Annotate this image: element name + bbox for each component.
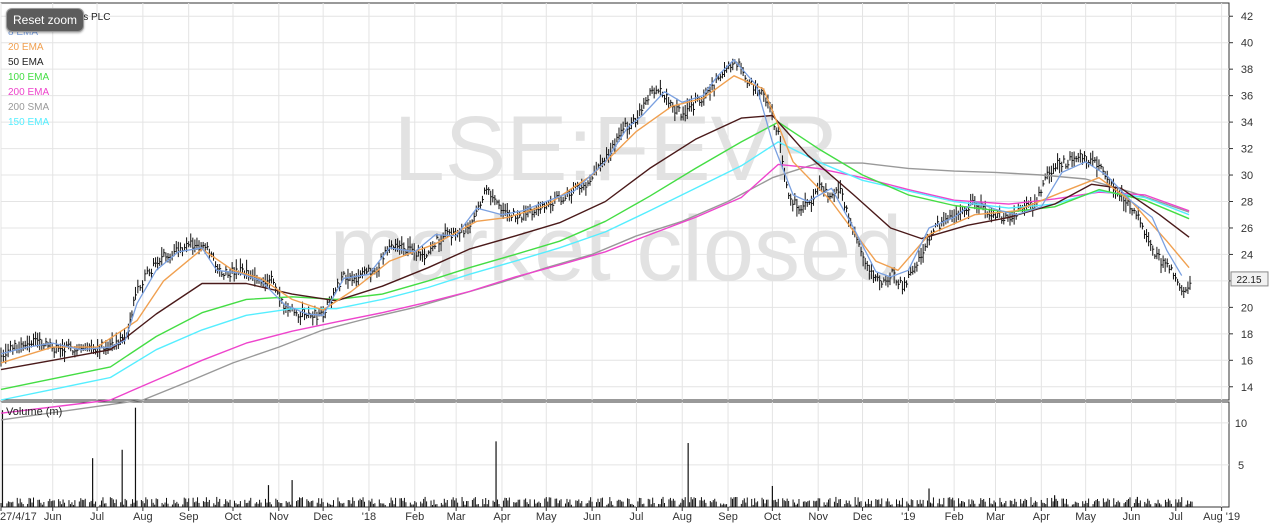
time-tick-label: Apr [493, 511, 510, 523]
price-bars [0, 58, 1192, 367]
price-tick-label: 42 [1241, 11, 1253, 23]
time-tick-label: Apr [1033, 511, 1050, 523]
price-tick-label: 18 [1241, 329, 1253, 341]
price-tick-label: 30 [1241, 170, 1253, 182]
time-tick-label: Dec [313, 511, 333, 523]
time-tick-label: Sep [179, 511, 199, 523]
time-tick-label: May [536, 511, 557, 523]
price-tick-label: 20 [1241, 302, 1253, 314]
time-tick-label: Oct [764, 511, 781, 523]
time-tick-label: Mar [986, 511, 1005, 523]
series-line-20-ema [0, 75, 1190, 364]
time-tick-label: Nov [808, 511, 828, 523]
price-tick-label: 38 [1241, 64, 1253, 76]
time-tick-label: Aug [133, 511, 153, 523]
time-tick-label: Jul [629, 511, 643, 523]
legend-item[interactable]: 50 EMA [8, 57, 44, 68]
price-tick-label: 40 [1241, 38, 1253, 50]
legend-item[interactable]: 150 EMA [8, 117, 49, 128]
time-tick-label: '18 [362, 511, 376, 523]
legend-item[interactable]: 8 EMA [8, 27, 38, 38]
legend-item[interactable]: 200 SMA [8, 102, 49, 113]
series-line-100-ema [0, 121, 1190, 391]
volume-axis-label: Volume (m) [6, 406, 62, 418]
volume-panel [0, 401, 1230, 508]
time-tick-label: Aug [672, 511, 692, 523]
volume-bars [0, 407, 1193, 507]
legend[interactable]: 8 EMA 20 EMA 50 EMA 100 EMA 200 EMA 200 SMA 15… [8, 27, 49, 128]
reset-zoom-button[interactable]: Reset zoom [6, 8, 84, 32]
axes: 14161820222426283032343638404251027/4/17… [0, 11, 1253, 523]
time-tick-label: Jun [1123, 511, 1141, 523]
legend-item[interactable]: 20 EMA [8, 42, 44, 53]
time-tick-label: Jun [44, 511, 62, 523]
time-tick-label: Dec [853, 511, 873, 523]
time-tick-label: Jul [1169, 511, 1183, 523]
time-tick-label: Nov [269, 511, 289, 523]
price-tick-label: 36 [1241, 91, 1253, 103]
price-tick-label: 32 [1241, 144, 1253, 156]
time-tick-label: Feb [945, 511, 964, 523]
series-line-8-ema [0, 59, 1183, 355]
time-tick-label: Jul [90, 511, 104, 523]
time-tick-label: Aug '19 [1203, 511, 1240, 523]
time-tick-label: Feb [405, 511, 424, 523]
series-line-200-ema [0, 163, 1190, 414]
volume-tick-label: 5 [1238, 460, 1244, 472]
price-tick-label: 24 [1241, 249, 1253, 261]
last-value-badge: 22.15 [1230, 271, 1269, 287]
volume-tick-label: 10 [1235, 418, 1247, 430]
time-tick-label: Mar [447, 511, 466, 523]
price-tick-label: 16 [1241, 355, 1253, 367]
time-tick-label: Oct [224, 511, 241, 523]
time-tick-label: Sep [718, 511, 738, 523]
last-value-label: 22.15 [1236, 275, 1261, 286]
time-tick-label: May [1075, 511, 1096, 523]
time-tick-label: 27/4/17 [0, 511, 37, 523]
time-tick-label: '19 [901, 511, 915, 523]
series-line-200-sma [0, 162, 1190, 421]
moving-average-lines [0, 59, 1190, 421]
series-line-50-ema [0, 114, 1190, 371]
price-tick-label: 26 [1241, 223, 1253, 235]
time-tick-label: Jun [583, 511, 601, 523]
price-tick-label: 14 [1241, 382, 1253, 394]
legend-item[interactable]: 200 EMA [8, 87, 49, 98]
series-line-150-ema [0, 141, 1190, 401]
price-tick-label: 28 [1241, 197, 1253, 209]
legend-item[interactable]: 100 EMA [8, 72, 49, 83]
price-tick-label: 34 [1241, 117, 1253, 129]
